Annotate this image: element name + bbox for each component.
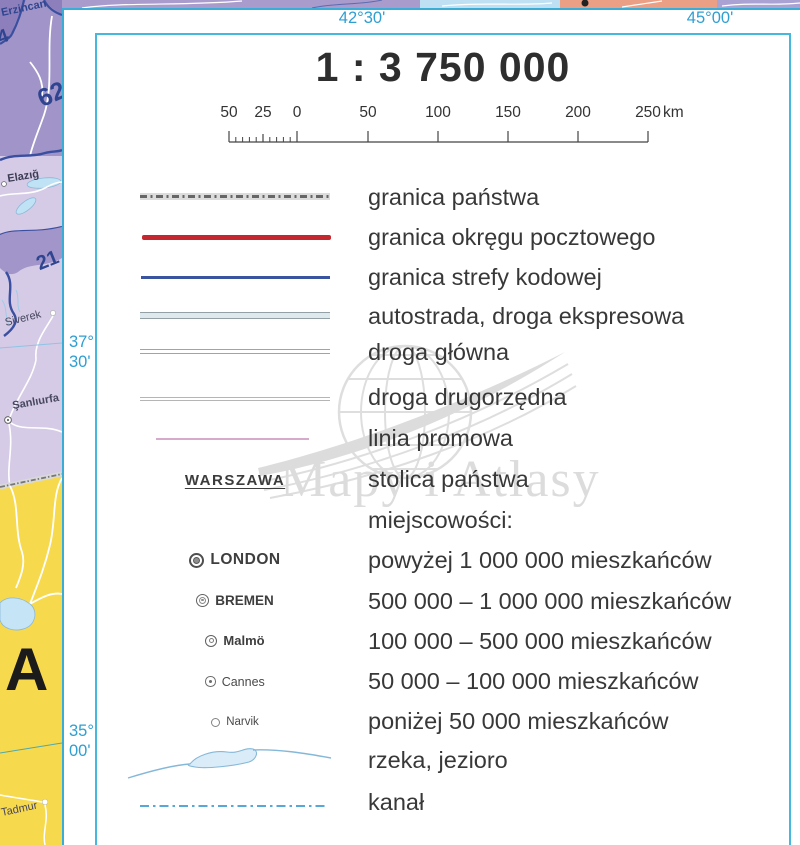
scale-tick-label: 50 xyxy=(220,104,238,121)
city-name: LONDON xyxy=(210,551,281,568)
city-500k-1m-icon xyxy=(196,593,210,607)
legend-label-city-50k-100k: 50 000 – 100 000 mieszkańców xyxy=(368,668,699,694)
legend-label-main-road: droga główna xyxy=(368,339,510,365)
scale-unit: km xyxy=(663,104,684,121)
legend-label-city-over-1m: powyżej 1 000 000 mieszkańców xyxy=(368,547,712,573)
city-100k-500k-icon xyxy=(205,634,218,647)
symbol-city-100k-500k: Malmö xyxy=(140,633,330,648)
map-neatline-left xyxy=(62,8,64,845)
symbol-ferry-line xyxy=(156,438,309,440)
publisher-watermark-text: Mapy i Atlasy xyxy=(280,451,601,508)
city-over-1m-icon xyxy=(189,552,205,568)
city-name: Narvik xyxy=(226,716,259,728)
city-name: Cannes xyxy=(221,674,265,689)
symbol-motorway xyxy=(140,312,330,319)
legend-label-city-500k-1m: 500 000 – 1 000 000 mieszkańców xyxy=(368,588,732,614)
legend-label-city-under-50k: poniżej 50 000 mieszkańców xyxy=(368,708,669,734)
capital-city-name: WARSZAWA xyxy=(184,471,286,489)
scale-tick-label: 0 xyxy=(293,104,302,121)
latitude-label-35-00: 35° 00' xyxy=(69,722,99,761)
legend-label-code-zone-border: granica strefy kodowej xyxy=(368,264,602,290)
map-label-big-a: A xyxy=(5,636,48,703)
symbol-main-road xyxy=(140,349,330,354)
latitude-minutes: 30' xyxy=(69,352,91,371)
publisher-watermark-globe xyxy=(258,344,577,499)
scale-tick-label: 25 xyxy=(254,104,271,121)
map-scale-ratio: 1 : 3 750 000 xyxy=(315,44,571,90)
legend-label-canal: kanał xyxy=(368,789,425,815)
symbol-city-500k-1m: BREMEN xyxy=(140,592,330,608)
symbol-capital-city: WARSZAWA xyxy=(140,470,330,490)
symbol-country-border xyxy=(140,193,330,200)
legend-label-river-lake: rzeka, jezioro xyxy=(368,747,508,773)
city-under-50k-icon xyxy=(211,717,221,727)
longitude-label-42-30: 42°30' xyxy=(338,9,386,27)
legend-label-city-100k-500k: 100 000 – 500 000 mieszkańców xyxy=(368,628,712,654)
latitude-label-37-30: 37° 30' xyxy=(69,333,99,372)
scale-tick-label: 200 xyxy=(565,104,591,121)
symbol-code-zone-border xyxy=(141,276,330,279)
symbol-city-50k-100k: Cannes xyxy=(140,674,330,689)
scale-tick-label: 150 xyxy=(495,104,521,121)
symbol-city-under-50k: Narvik xyxy=(140,716,330,728)
legend-label-ferry-line: linia promowa xyxy=(368,425,513,451)
map-fragment-top xyxy=(62,0,800,8)
symbol-river-lake xyxy=(127,748,332,779)
map-label-elazig: Elazığ xyxy=(7,168,40,185)
scale-bar: 50 25 0 50 100 150 200 250 km xyxy=(220,104,684,143)
longitude-label-45-00: 45°00' xyxy=(686,9,734,27)
city-name: BREMEN xyxy=(215,592,274,608)
map-fragment-left: Erzincan 4 62 Elazığ 21 Siverek Şanlıurf… xyxy=(0,0,62,845)
legend-label-secondary-road: droga drugorzędna xyxy=(368,384,567,410)
legend-label-postal-border: granica okręgu pocztowego xyxy=(368,224,656,250)
legend-label-capital: stolica państwa xyxy=(368,466,529,492)
symbol-secondary-road xyxy=(140,397,330,401)
latitude-degrees: 35° xyxy=(69,722,94,740)
legend-label-motorway: autostrada, droga ekspresowa xyxy=(368,303,685,329)
symbol-canal xyxy=(140,805,328,808)
legend-label-country-border: granica państwa xyxy=(368,184,540,210)
scale-tick-label: 100 xyxy=(425,104,451,121)
map-neatline-top xyxy=(62,8,800,10)
scale-tick-label: 250 xyxy=(635,104,661,121)
symbol-city-over-1m: LONDON xyxy=(140,551,330,568)
scale-tick-label: 50 xyxy=(359,104,377,121)
symbol-postal-district-border xyxy=(142,235,331,240)
latitude-degrees: 37° xyxy=(69,333,94,351)
city-50k-100k-icon xyxy=(205,676,216,687)
city-name: Malmö xyxy=(223,633,265,648)
legend-label-localities: miejscowości: xyxy=(368,507,513,533)
latitude-minutes: 00' xyxy=(69,741,91,760)
